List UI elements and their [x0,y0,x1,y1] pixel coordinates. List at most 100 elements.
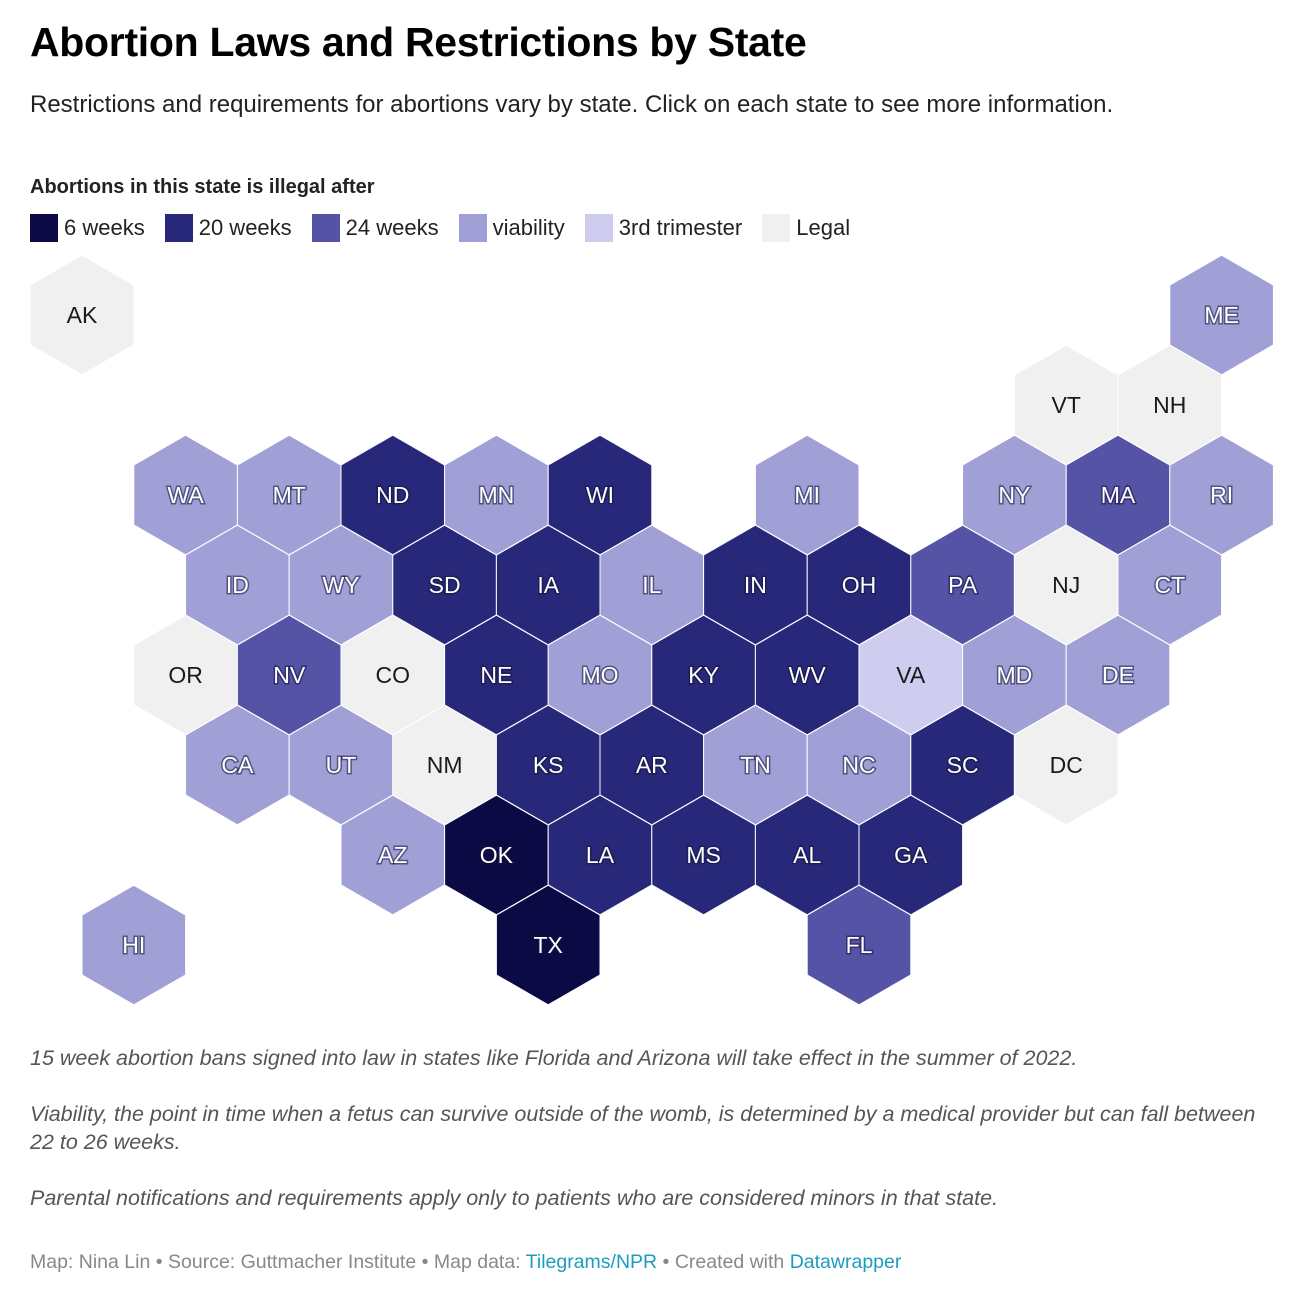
state-tile-pa[interactable]: PA [910,524,1015,646]
state-tile-ma[interactable]: MA [1065,434,1171,556]
state-tile-in[interactable]: IN [703,524,808,646]
footer-source: Source: Guttmacher Institute [168,1251,417,1273]
state-hex[interactable] [806,884,912,1006]
state-label: VT [1052,392,1081,418]
state-tile-or[interactable]: OR [133,614,238,736]
state-label: OK [480,842,514,868]
state-tile-il[interactable]: IL [599,524,705,646]
state-hex[interactable] [1013,704,1119,826]
state-hex[interactable] [29,254,135,376]
state-label: IA [537,572,559,598]
state-tile-fl[interactable]: FL [806,884,912,1006]
state-label: MI [794,482,820,508]
state-tile-ca[interactable]: CA [185,704,290,826]
state-label: AK [67,302,98,328]
state-tile-de[interactable]: DE [1065,614,1171,736]
legend-swatch [30,214,58,242]
state-tile-oh[interactable]: OH [806,524,912,646]
state-tile-nh[interactable]: NH [1117,344,1223,466]
state-tile-wy[interactable]: WY [288,524,394,646]
state-tile-me[interactable]: ME [1169,254,1274,376]
state-label: DE [1102,662,1134,688]
state-tile-mo[interactable]: MO [547,614,653,736]
state-label: IN [744,572,767,598]
note-15-week-bans: 15 week abortion bans signed into law in… [30,1046,1078,1070]
state-tile-az[interactable]: AZ [340,794,446,916]
state-hex[interactable] [81,884,187,1006]
legend-item-3rd-trimester: 3rd trimester [584,214,742,242]
state-label: RI [1210,482,1233,508]
footer-datawrapper-link[interactable]: Datawrapper [789,1251,902,1273]
state-label: WY [322,572,359,598]
state-tile-ok[interactable]: OK [444,794,549,916]
state-label: WA [167,482,204,508]
state-label: DC [1050,752,1083,778]
state-label: CO [376,662,411,688]
state-label: MT [273,482,306,508]
state-tile-ms[interactable]: MS [651,794,756,916]
state-hex[interactable] [495,884,601,1006]
footer-separator: • [150,1251,168,1273]
footer-map-data-link[interactable]: Tilegrams/NPR [525,1251,658,1273]
legend-label: viability [492,215,565,240]
legend-swatch [164,214,193,242]
state-tile-ct[interactable]: CT [1117,524,1223,646]
state-label: AZ [378,842,407,868]
state-label: ME [1204,302,1239,328]
chart-title: Abortion Laws and Restrictions by State [30,19,807,65]
state-label: OH [842,572,877,598]
state-tile-nv[interactable]: NV [236,614,342,736]
legend-swatch [458,214,487,242]
state-tile-ut[interactable]: UT [288,704,394,826]
state-label: TX [534,932,563,958]
state-tile-dc[interactable]: DC [1013,704,1119,826]
state-label: KY [688,662,719,688]
state-label: NV [273,662,306,688]
legend-label: Legal [796,215,851,240]
state-label: GA [894,842,928,868]
state-tile-ak[interactable]: AK [29,254,135,376]
footer-map-credit: Map: Nina Lin [30,1251,151,1273]
state-tile-nd[interactable]: ND [340,434,446,556]
state-label: MD [997,662,1033,688]
state-tile-ne[interactable]: NE [444,614,549,736]
footer-map-data-prefix: Map data: [433,1251,526,1273]
state-tile-md[interactable]: MD [962,614,1067,736]
state-tile-id[interactable]: ID [185,524,290,646]
state-tile-ks[interactable]: KS [495,704,601,826]
state-tile-la[interactable]: LA [547,794,653,916]
state-tile-va[interactable]: VA [858,614,964,736]
footer: Map: Nina Lin • Source: Guttmacher Insti… [30,1251,901,1274]
state-label: HI [122,932,145,958]
state-tile-ga[interactable]: GA [858,794,964,916]
state-label: SC [947,752,979,778]
state-label: ID [226,572,249,598]
state-tile-ri[interactable]: RI [1169,434,1274,556]
state-tile-tx[interactable]: TX [495,884,601,1006]
state-label: AR [636,752,668,778]
state-tile-sd[interactable]: SD [392,524,497,646]
legend-label: 6 weeks [64,215,145,240]
note-parental: Parental notifications and requirements … [30,1186,999,1210]
legend-item-viability: viability [458,214,565,242]
legend-item-legal: Legal [762,214,850,242]
state-label: TN [740,752,771,778]
state-label: IL [642,572,661,598]
state-tile-al[interactable]: AL [754,794,860,916]
state-tile-wi[interactable]: WI [547,434,653,556]
chart-subtitle: Restrictions and requirements for aborti… [30,91,1114,118]
footer-created-prefix: Created with [674,1251,790,1273]
state-tile-hi[interactable]: HI [81,884,187,1006]
legend-title: Abortions in this state is illegal after [30,176,375,198]
legend-label: 24 weeks [345,215,439,240]
state-label: NE [480,662,512,688]
state-label: AL [793,842,821,868]
state-label: MS [686,842,721,868]
state-label: ND [376,482,409,508]
note-viability: Viability, the point in time when a fetu… [30,1102,1256,1154]
state-label: NH [1153,392,1186,418]
legend-swatch [762,214,791,242]
state-label: OR [168,662,203,688]
state-label: KS [533,752,564,778]
state-tile-ia[interactable]: IA [495,524,601,646]
